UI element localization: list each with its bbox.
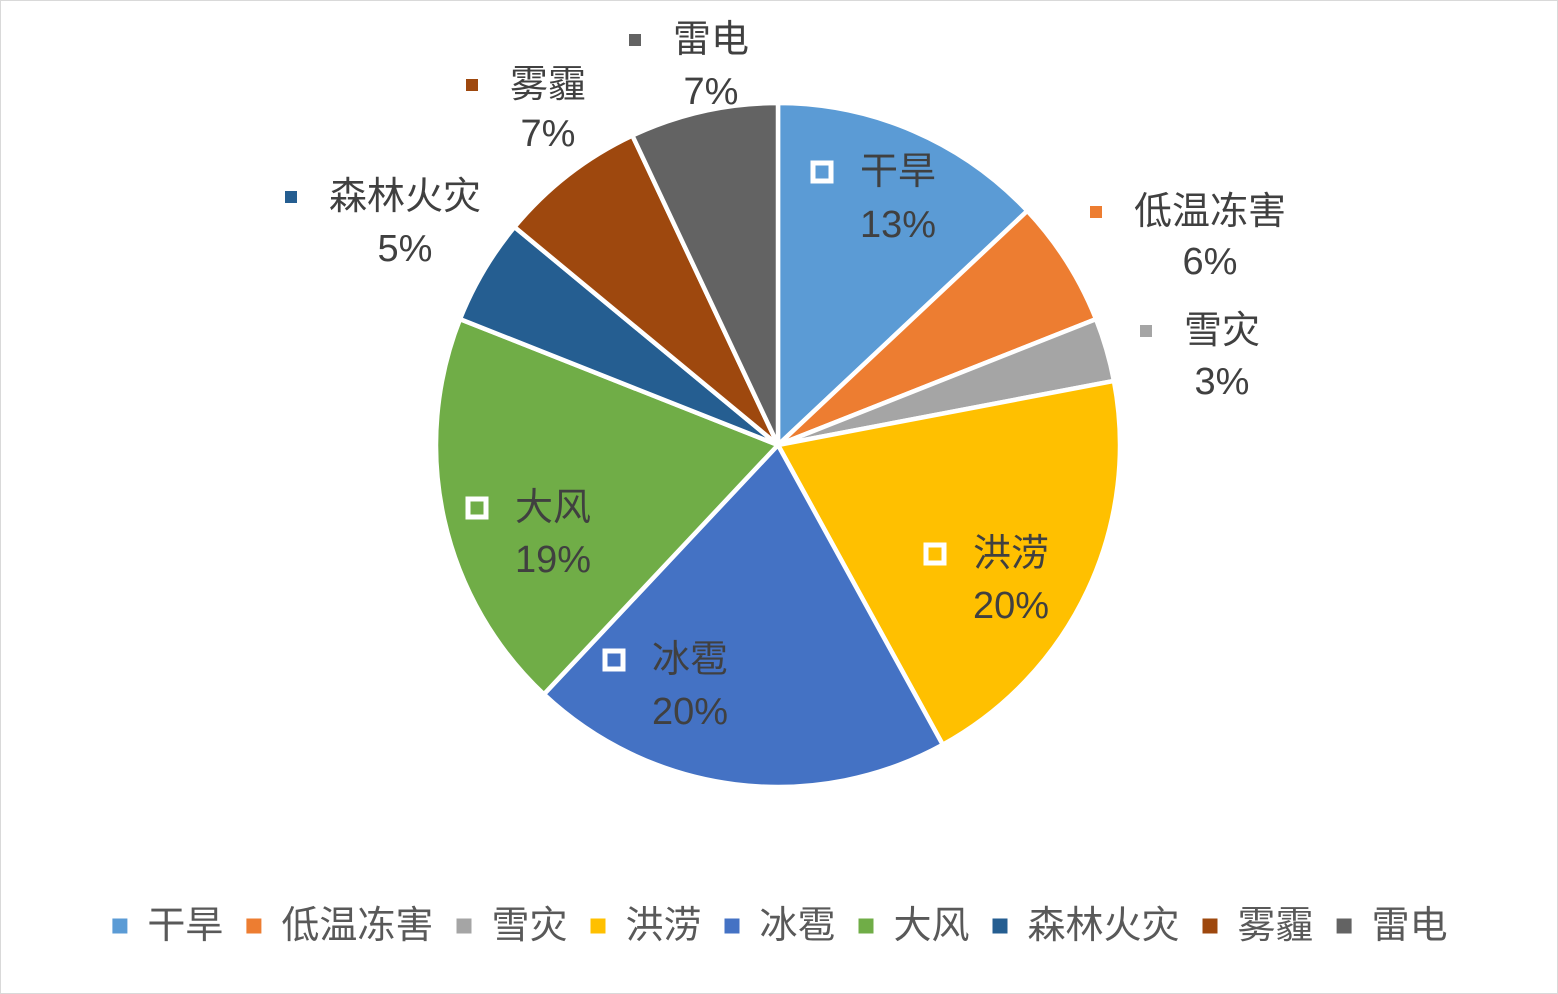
legend-swatch bbox=[590, 918, 606, 934]
data-label-key bbox=[285, 191, 297, 203]
legend-swatch bbox=[1336, 918, 1352, 934]
legend-item-lightning: 雷电 bbox=[1336, 905, 1448, 947]
data-label-category: 洪涝 bbox=[973, 533, 1049, 575]
legend-item-hail: 冰雹 bbox=[724, 905, 836, 947]
data-label-value: 20% bbox=[973, 585, 1049, 627]
legend-swatch bbox=[992, 918, 1008, 934]
data-label-key bbox=[629, 34, 641, 46]
legend-label: 洪涝 bbox=[626, 905, 702, 947]
pie-slice-drought bbox=[775, 100, 1030, 448]
data-label-category: 雪灾 bbox=[1184, 310, 1260, 352]
legend-label: 雪灾 bbox=[492, 905, 568, 947]
data-label-key bbox=[602, 648, 626, 672]
data-label-key bbox=[465, 496, 489, 520]
data-label-key bbox=[1090, 206, 1102, 218]
pie-slice-haze bbox=[512, 133, 781, 448]
legend-item-snow: 雪灾 bbox=[456, 905, 568, 947]
legend-label: 雷电 bbox=[1372, 905, 1448, 947]
data-label-snow: 雪灾 3% bbox=[1140, 310, 1260, 403]
data-label-category: 干旱 bbox=[860, 151, 936, 193]
data-label-value: 7% bbox=[684, 71, 739, 113]
legend-item-flood: 洪涝 bbox=[590, 905, 702, 947]
data-label-value: 7% bbox=[521, 113, 576, 155]
legend-label: 冰雹 bbox=[760, 905, 836, 947]
legend-swatch bbox=[1202, 918, 1218, 934]
data-label-key bbox=[810, 160, 834, 184]
legend-item-forest-fire: 森林火灾 bbox=[992, 905, 1180, 947]
data-label-value: 3% bbox=[1195, 361, 1250, 403]
data-label-value: 13% bbox=[860, 204, 936, 246]
legend-item-low-temp-freeze: 低温冻害 bbox=[246, 905, 433, 947]
data-label-category: 雷电 bbox=[673, 19, 749, 61]
data-labels: 干旱 13% 低温冻害 6% 雪灾 3% 洪涝 20% 冰雹 20% 大风 19% 森林火灾 5% 雾霾 7%… bbox=[285, 19, 1286, 733]
pie-slice-hail bbox=[541, 442, 946, 790]
data-label-lightning: 雷电 7% bbox=[629, 19, 749, 113]
legend-swatch bbox=[246, 918, 262, 934]
data-label-low-temp-freeze: 低温冻害 6% bbox=[1090, 191, 1286, 283]
legend-label: 森林火灾 bbox=[1028, 905, 1180, 947]
pie-slices bbox=[433, 100, 1123, 790]
pie-slice-lightning bbox=[630, 100, 781, 448]
pie-slice-flood bbox=[775, 378, 1123, 747]
legend-label: 雾霾 bbox=[1238, 905, 1314, 947]
data-label-category: 冰雹 bbox=[652, 639, 728, 681]
data-label-value: 5% bbox=[378, 228, 433, 270]
data-label-key bbox=[1140, 325, 1152, 337]
data-label-gale: 大风 19% bbox=[465, 487, 591, 581]
data-label-category: 大风 bbox=[515, 487, 591, 529]
legend-swatch bbox=[858, 918, 874, 934]
legend-item-drought: 干旱 bbox=[112, 905, 223, 947]
legend-swatch bbox=[112, 918, 128, 934]
data-label-value: 20% bbox=[652, 691, 728, 733]
legend-item-haze: 雾霾 bbox=[1202, 905, 1314, 947]
legend-swatch bbox=[724, 918, 740, 934]
legend-label: 低温冻害 bbox=[281, 905, 433, 947]
data-label-category: 低温冻害 bbox=[1134, 191, 1286, 233]
legend: 干旱 低温冻害 雪灾 洪涝 冰雹 大风 森林火灾 雾霾 雷电 bbox=[112, 905, 1448, 947]
data-label-drought: 干旱 13% bbox=[810, 151, 936, 246]
data-label-hail: 冰雹 20% bbox=[602, 639, 728, 733]
data-label-value: 6% bbox=[1183, 241, 1238, 283]
legend-item-gale: 大风 bbox=[858, 905, 970, 947]
data-label-key bbox=[466, 79, 478, 91]
data-label-category: 雾霾 bbox=[510, 64, 586, 106]
data-label-key bbox=[923, 542, 947, 566]
data-label-category: 森林火灾 bbox=[329, 176, 481, 218]
legend-label: 大风 bbox=[894, 905, 970, 947]
data-label-forest-fire: 森林火灾 5% bbox=[285, 176, 481, 270]
legend-label: 干旱 bbox=[147, 905, 223, 947]
data-label-haze: 雾霾 7% bbox=[466, 64, 586, 155]
data-label-flood: 洪涝 20% bbox=[923, 533, 1049, 627]
pie-slice-low-temp-freeze bbox=[775, 208, 1099, 448]
legend-swatch bbox=[456, 918, 472, 934]
data-label-value: 19% bbox=[515, 539, 591, 581]
